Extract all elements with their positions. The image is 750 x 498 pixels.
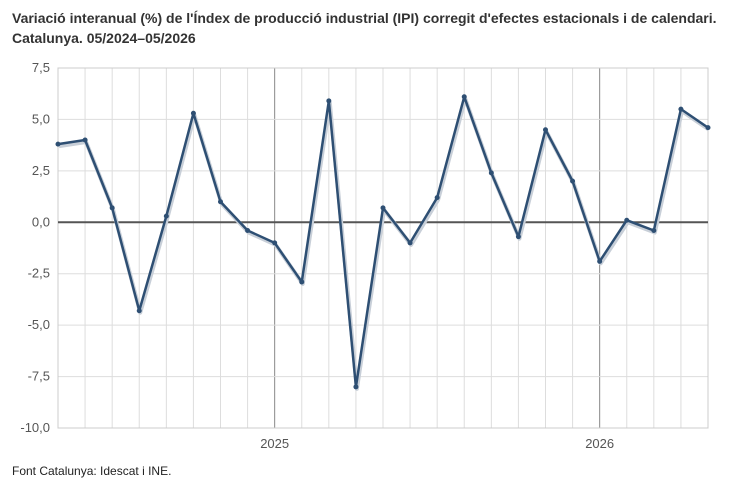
series [55,94,711,391]
chart-title: Variació interanual (%) de l'Índex de pr… [12,8,742,48]
data-point [353,384,359,390]
data-point [190,110,196,116]
data-point [543,127,548,133]
data-point [407,240,413,246]
data-point [163,213,169,219]
data-point [488,170,494,176]
data-point [434,195,440,201]
y-tick-label: -7,5 [28,369,50,384]
data-point [678,106,684,112]
data-point [705,125,711,131]
data-point [272,240,278,246]
y-tick-label: -2,5 [28,266,50,281]
data-point [380,205,386,211]
x-tick-label: 2026 [585,436,614,451]
y-tick-label: 0,0 [32,214,50,229]
data-point [326,98,332,104]
plot-border [57,67,709,429]
y-tick-label: 5,0 [32,111,50,126]
data-point [461,94,467,100]
source-note: Font Catalunya: Idescat i INE. [12,464,172,478]
y-tick-label: 7,5 [32,60,50,75]
data-point [651,228,657,234]
chart-title-line-1: Variació interanual (%) de l'Índex de pr… [12,10,717,26]
tick-labels: 7,5 5,0 2,5 0,0 -2,5 -5,0 -7,5 -10,0 2025 2026 [20,60,614,451]
x-tick-label: 2025 [260,436,289,451]
y-tick-label: -10,0 [20,420,50,435]
data-point [109,205,115,211]
y-tick-label: -5,0 [28,317,50,332]
y-tick-label: 2,5 [32,163,50,178]
chart-title-line-2: Catalunya. 05/2024–05/2026 [12,30,196,46]
data-point [218,199,223,205]
data-point [515,234,521,240]
data-point [245,228,251,234]
data-point [82,137,88,143]
data-point [570,178,576,184]
data-point [624,217,630,223]
data-point [55,141,61,147]
data-point [597,258,603,264]
data-point [136,308,142,314]
data-point [299,279,305,285]
